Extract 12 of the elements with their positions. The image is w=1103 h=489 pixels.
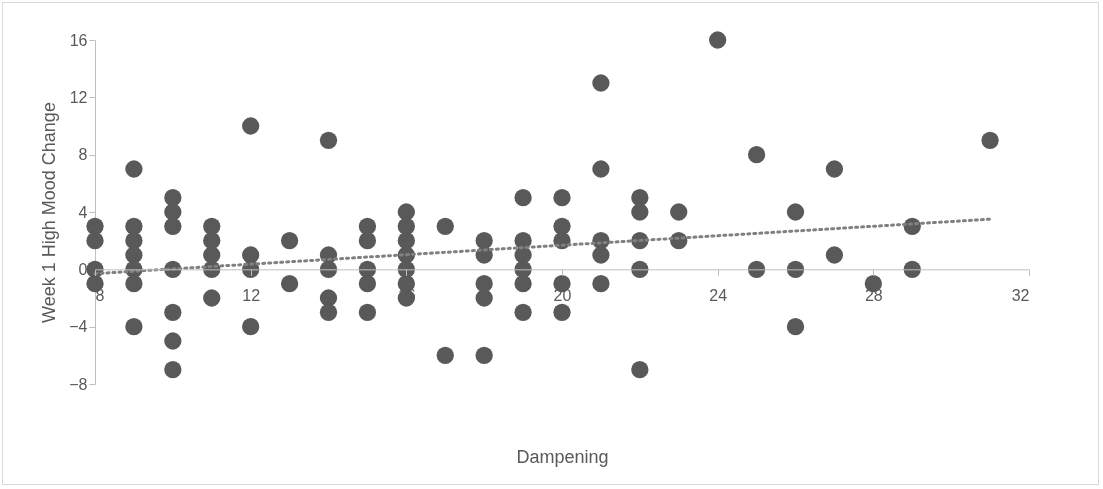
y-tick-label: −8: [69, 375, 88, 393]
x-axis-title: Dampening: [516, 446, 609, 467]
y-tick-label: −4: [69, 318, 88, 336]
x-tick-label: 24: [709, 286, 728, 304]
y-tick-label: 0: [78, 260, 88, 278]
y-tick-label: 16: [69, 31, 88, 49]
y-axis-title: Week 1 High Mood Change: [39, 102, 60, 323]
x-tick-label: 32: [1011, 286, 1030, 304]
y-tick-label: 12: [69, 88, 88, 106]
y-tick-label: 8: [78, 146, 88, 164]
x-tick-label: 12: [242, 286, 261, 304]
y-tick-label: 4: [78, 203, 88, 221]
